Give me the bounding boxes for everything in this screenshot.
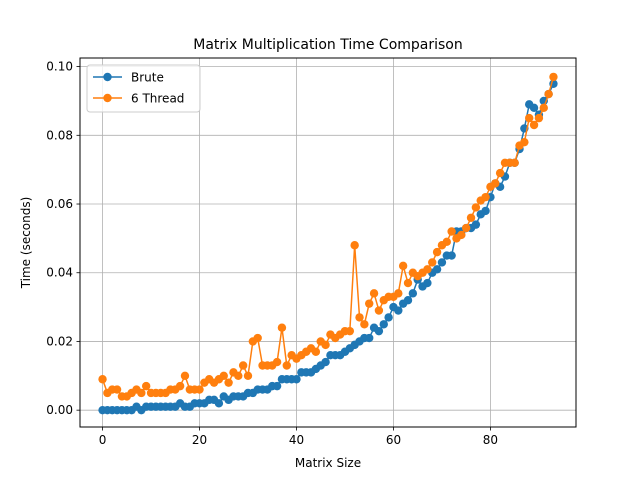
- series-6-thread: [98, 72, 558, 401]
- data-point-6-thread: [428, 258, 437, 267]
- data-point-6-thread: [282, 361, 291, 370]
- data-point-brute: [292, 375, 301, 384]
- data-point-6-thread: [534, 113, 544, 123]
- data-point-6-thread: [423, 265, 432, 274]
- data-point-6-thread: [234, 371, 243, 381]
- data-point-6-thread: [510, 158, 519, 167]
- data-point-brute: [403, 296, 413, 305]
- data-point-6-thread: [369, 289, 379, 298]
- x-tick-label: 20: [192, 433, 207, 447]
- x-tick-label: 60: [386, 433, 401, 447]
- data-point-6-thread: [398, 261, 408, 271]
- data-point-6-thread: [224, 378, 233, 387]
- data-point-brute: [374, 326, 384, 336]
- y-axis: 0.00 0.02 0.04 0.06 0.08 0.10: [46, 60, 80, 417]
- data-point-brute: [423, 278, 432, 288]
- data-point-brute: [384, 313, 393, 322]
- series-layer: [98, 72, 558, 415]
- y-tick-label: 0.00: [46, 403, 73, 417]
- data-point-6-thread: [544, 89, 553, 99]
- data-point-brute: [365, 333, 374, 343]
- data-point-6-thread: [525, 113, 534, 123]
- data-point-6-thread: [374, 306, 384, 315]
- y-axis-label: Time (seconds): [19, 197, 33, 290]
- data-point-brute: [481, 206, 490, 216]
- data-point-brute: [437, 258, 447, 267]
- data-point-6-thread: [180, 371, 190, 381]
- legend-marker-brute: [103, 72, 112, 82]
- data-point-6-thread: [549, 72, 558, 82]
- data-point-6-thread: [447, 227, 456, 236]
- data-point-6-thread: [457, 230, 466, 240]
- data-point-6-thread: [491, 179, 500, 188]
- data-point-6-thread: [520, 137, 529, 147]
- data-point-brute: [408, 289, 418, 298]
- legend-marker-6-thread: [103, 93, 112, 103]
- data-point-6-thread: [311, 347, 321, 356]
- chart-title: Matrix Multiplication Time Comparison: [193, 37, 463, 53]
- y-tick-label: 0.08: [46, 128, 73, 142]
- data-point-brute: [529, 103, 539, 113]
- y-tick-label: 0.06: [46, 197, 73, 211]
- data-point-6-thread: [195, 385, 204, 394]
- data-point-6-thread: [403, 278, 413, 288]
- x-axis: 0 20 40 60 80: [99, 427, 498, 447]
- data-point-brute: [321, 357, 330, 367]
- data-point-6-thread: [253, 333, 262, 343]
- x-tick-label: 40: [289, 433, 304, 447]
- legend: Brute 6 Thread: [86, 64, 201, 113]
- data-point-6-thread: [350, 241, 359, 250]
- data-point-6-thread: [539, 103, 548, 113]
- data-point-brute: [379, 320, 388, 329]
- y-tick-label: 0.04: [46, 266, 73, 280]
- data-point-6-thread: [238, 361, 248, 370]
- data-point-6-thread: [141, 381, 151, 391]
- plot-frame: [79, 57, 577, 428]
- data-point-6-thread: [277, 323, 287, 332]
- data-point-6-thread: [365, 299, 374, 308]
- data-point-6-thread: [466, 213, 476, 222]
- legend-label-6-thread: 6 Thread: [131, 92, 184, 106]
- data-point-6-thread: [137, 388, 146, 398]
- data-point-brute: [394, 306, 403, 315]
- x-tick-label: 80: [483, 433, 498, 447]
- x-tick-label: 0: [99, 433, 107, 447]
- legend-label-brute: Brute: [131, 71, 164, 85]
- data-point-6-thread: [355, 313, 364, 322]
- data-point-6-thread: [98, 375, 107, 384]
- data-point-brute: [471, 220, 481, 229]
- data-point-brute: [432, 265, 442, 274]
- x-axis-label: Matrix Size: [295, 456, 361, 470]
- data-point-6-thread: [442, 237, 451, 247]
- data-point-6-thread: [471, 203, 481, 212]
- y-tick-label: 0.10: [46, 60, 73, 74]
- data-point-6-thread: [461, 223, 471, 233]
- data-point-6-thread: [495, 168, 505, 178]
- data-point-6-thread: [529, 120, 539, 130]
- data-point-brute: [214, 399, 224, 408]
- data-point-6-thread: [481, 192, 490, 202]
- data-point-6-thread: [272, 357, 282, 367]
- data-point-6-thread: [243, 371, 253, 381]
- data-point-brute: [272, 381, 282, 391]
- data-point-6-thread: [394, 289, 403, 298]
- data-point-6-thread: [321, 340, 330, 350]
- data-point-brute: [447, 251, 456, 260]
- data-point-6-thread: [432, 247, 442, 257]
- grid: [80, 58, 576, 427]
- y-tick-label: 0.02: [46, 334, 73, 348]
- data-point-6-thread: [360, 320, 369, 329]
- data-point-6-thread: [219, 371, 228, 381]
- data-point-6-thread: [175, 381, 185, 391]
- data-point-6-thread: [112, 385, 122, 394]
- data-point-6-thread: [345, 326, 355, 336]
